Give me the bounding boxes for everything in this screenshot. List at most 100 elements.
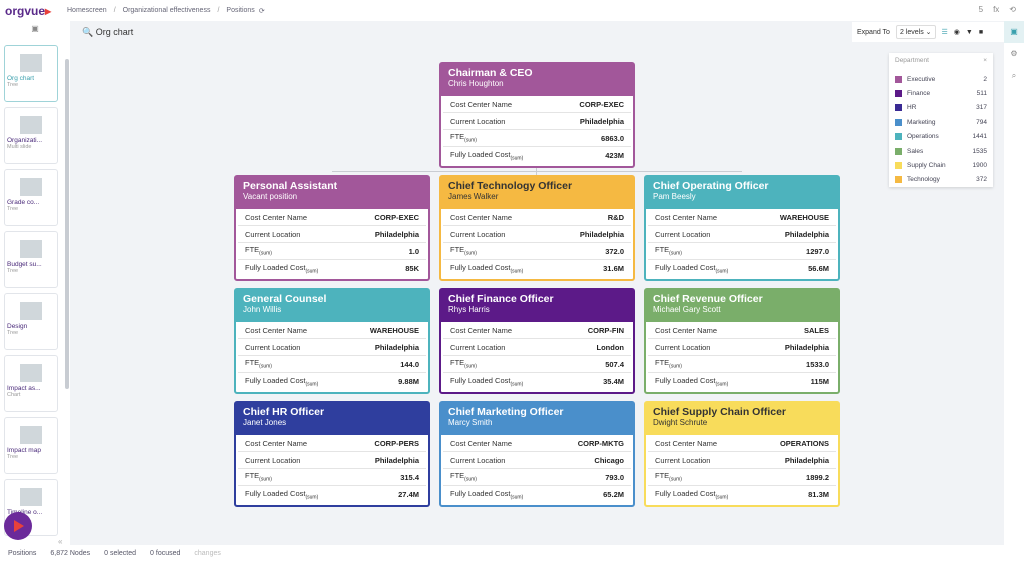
breadcrumb-org-effectiveness[interactable]: Organizational effectiveness [122,7,211,14]
sidebar-item[interactable]: Grade co... Tree [4,169,58,226]
color-icon[interactable]: ◉ [953,29,960,36]
status-changes[interactable]: changes [194,550,221,557]
legend-label: Technology [907,176,940,184]
status-bar: Positions 6,872 Nodes 0 selected 0 focus… [0,545,1024,562]
position-card[interactable]: Chief HR Officer Janet Jones Cost Center … [234,401,430,507]
top-bar: orgvue▸ Homescreen / Organizational effec… [0,0,1024,21]
position-card[interactable]: General Counsel John Willis Cost Center N… [234,288,430,394]
view-thumbnail-icon [20,240,42,258]
field-label: Cost Center Name [245,438,308,448]
sum-label: (sum) [259,476,272,483]
cost-center-value: SALES [803,325,829,335]
location-value: Chicago [594,455,624,465]
formula-icon[interactable]: fx [993,5,1000,14]
position-card[interactable]: Chief Technology Officer James Walker Cos… [439,175,635,281]
cost-value: 423M [605,151,624,160]
levels-select[interactable]: 2 levels ⌄ [895,25,936,39]
search-icon[interactable]: ⌕ [1011,71,1017,80]
field-label: Fully Loaded Cost [245,262,306,272]
legend-label: HR [907,104,917,112]
card-name: Janet Jones [243,418,287,427]
sidebar: ▣ Org chart Tree Organizati... Multi slide G… [0,21,70,546]
sidebar-item-label: Timeline o... [7,509,43,516]
view-thumbnail-icon [20,302,42,320]
refresh-icon[interactable]: ⟳ [258,7,265,15]
users-count[interactable]: 5 [978,5,984,14]
orgvue-logo[interactable]: orgvue▸ [5,3,52,18]
breadcrumb-positions[interactable]: Positions [226,7,255,14]
sidebar-item[interactable]: Organizati... Multi slide [4,107,58,164]
field-label: Cost Center Name [450,99,513,109]
legend-label: Finance [907,90,931,98]
status-focused[interactable]: 0 focused [150,550,181,557]
sync-icon[interactable]: ⟲ [1009,5,1016,14]
legend-item[interactable]: Operations 1441 [895,130,987,144]
legend-item[interactable]: HR 317 [895,101,987,115]
sidebar-item[interactable]: Impact map Tree [4,417,58,474]
position-card[interactable]: Chief Marketing Officer Marcy Smith Cost … [439,401,635,507]
position-card[interactable]: Chief Finance Officer Rhys Harris Cost Ce… [439,288,635,394]
cost-value: 31.6M [603,264,624,273]
cost-value: 115M [810,377,829,386]
filter-icon[interactable]: ▼ [965,28,973,36]
field-label: Current Location [450,342,506,352]
sum-label: (sum) [669,250,682,257]
sum-label: (sum) [464,476,477,483]
card-title: Chief Marketing Officer [448,406,564,418]
card-name: Vacant position [243,192,298,201]
settings-icon[interactable]: ⚙ [1010,49,1018,58]
view-thumbnail-icon [20,488,42,506]
legend-count: 317 [976,104,987,112]
close-icon[interactable]: × [983,57,987,64]
field-label: FTE [450,471,465,481]
comment-icon[interactable]: ■ [978,28,984,36]
sum-label: (sum) [259,250,272,257]
layout-icon[interactable]: ☰ [941,29,948,36]
position-card[interactable]: Chief Revenue Officer Michael Gary Scott … [644,288,840,394]
sidebar-item[interactable]: Budget su... Tree [4,231,58,288]
position-card[interactable]: Personal Assistant Vacant position Cost C… [234,175,430,281]
legend-count: 1535 [972,147,987,155]
location-value: London [596,342,625,352]
sidebar-item-label: Organizati... [7,137,43,144]
collapse-icon[interactable]: ▣ [31,24,39,33]
legend-item[interactable]: Technology 372 [895,173,987,187]
page-title: 🔍 Org chart [82,27,134,37]
position-card[interactable]: Chairman & CEO Chris Houghton Cost Center… [439,62,635,168]
legend-item[interactable]: Sales 1535 [895,144,987,158]
position-card[interactable]: Chief Operating Officer Pam Beesly Cost C… [644,175,840,281]
view-thumbnail-icon [20,426,42,444]
breadcrumb-homescreen[interactable]: Homescreen [67,7,107,14]
position-card[interactable]: Chief Supply Chain Officer Dwight Schrute… [644,401,840,507]
card-title: Chief Revenue Officer [653,293,763,305]
fte-value: 1.0 [408,246,419,256]
assistant-button[interactable] [4,512,32,540]
sidebar-item[interactable]: Design Tree [4,293,58,350]
status-nodes: 6,872 Nodes [50,550,91,557]
legend-item[interactable]: Finance 511 [895,86,987,100]
legend-item[interactable]: Executive 2 [895,72,987,86]
cost-value: 35.4M [603,377,624,386]
field-label: Current Location [245,229,301,239]
right-toolbar: ▣ ⚙ ⌕ [1004,21,1024,545]
field-label: FTE [245,245,260,255]
legend-panel-icon[interactable]: ▣ [1004,21,1024,43]
status-positions[interactable]: Positions [8,550,37,557]
sum-label: (sum) [464,137,477,144]
card-title: General Counsel [243,293,327,305]
field-label: Fully Loaded Cost [245,375,306,385]
sum-label: (sum) [510,155,524,162]
sum-label: (sum) [669,476,682,483]
field-label: Fully Loaded Cost [655,488,716,498]
legend-label: Sales [907,147,924,155]
sidebar-item[interactable]: Org chart Tree [4,45,58,102]
sum-label: (sum) [510,268,524,275]
sidebar-item[interactable]: Impact as... Chart [4,355,58,412]
sidebar-scrollbar[interactable] [65,59,69,389]
collapse-sidebar-icon[interactable]: « [58,537,63,546]
legend-count: 794 [976,118,987,126]
status-selected[interactable]: 0 selected [104,550,137,557]
legend-item[interactable]: Marketing 794 [895,115,987,129]
card-name: James Walker [448,192,499,201]
legend-item[interactable]: Supply Chain 1900 [895,158,987,172]
